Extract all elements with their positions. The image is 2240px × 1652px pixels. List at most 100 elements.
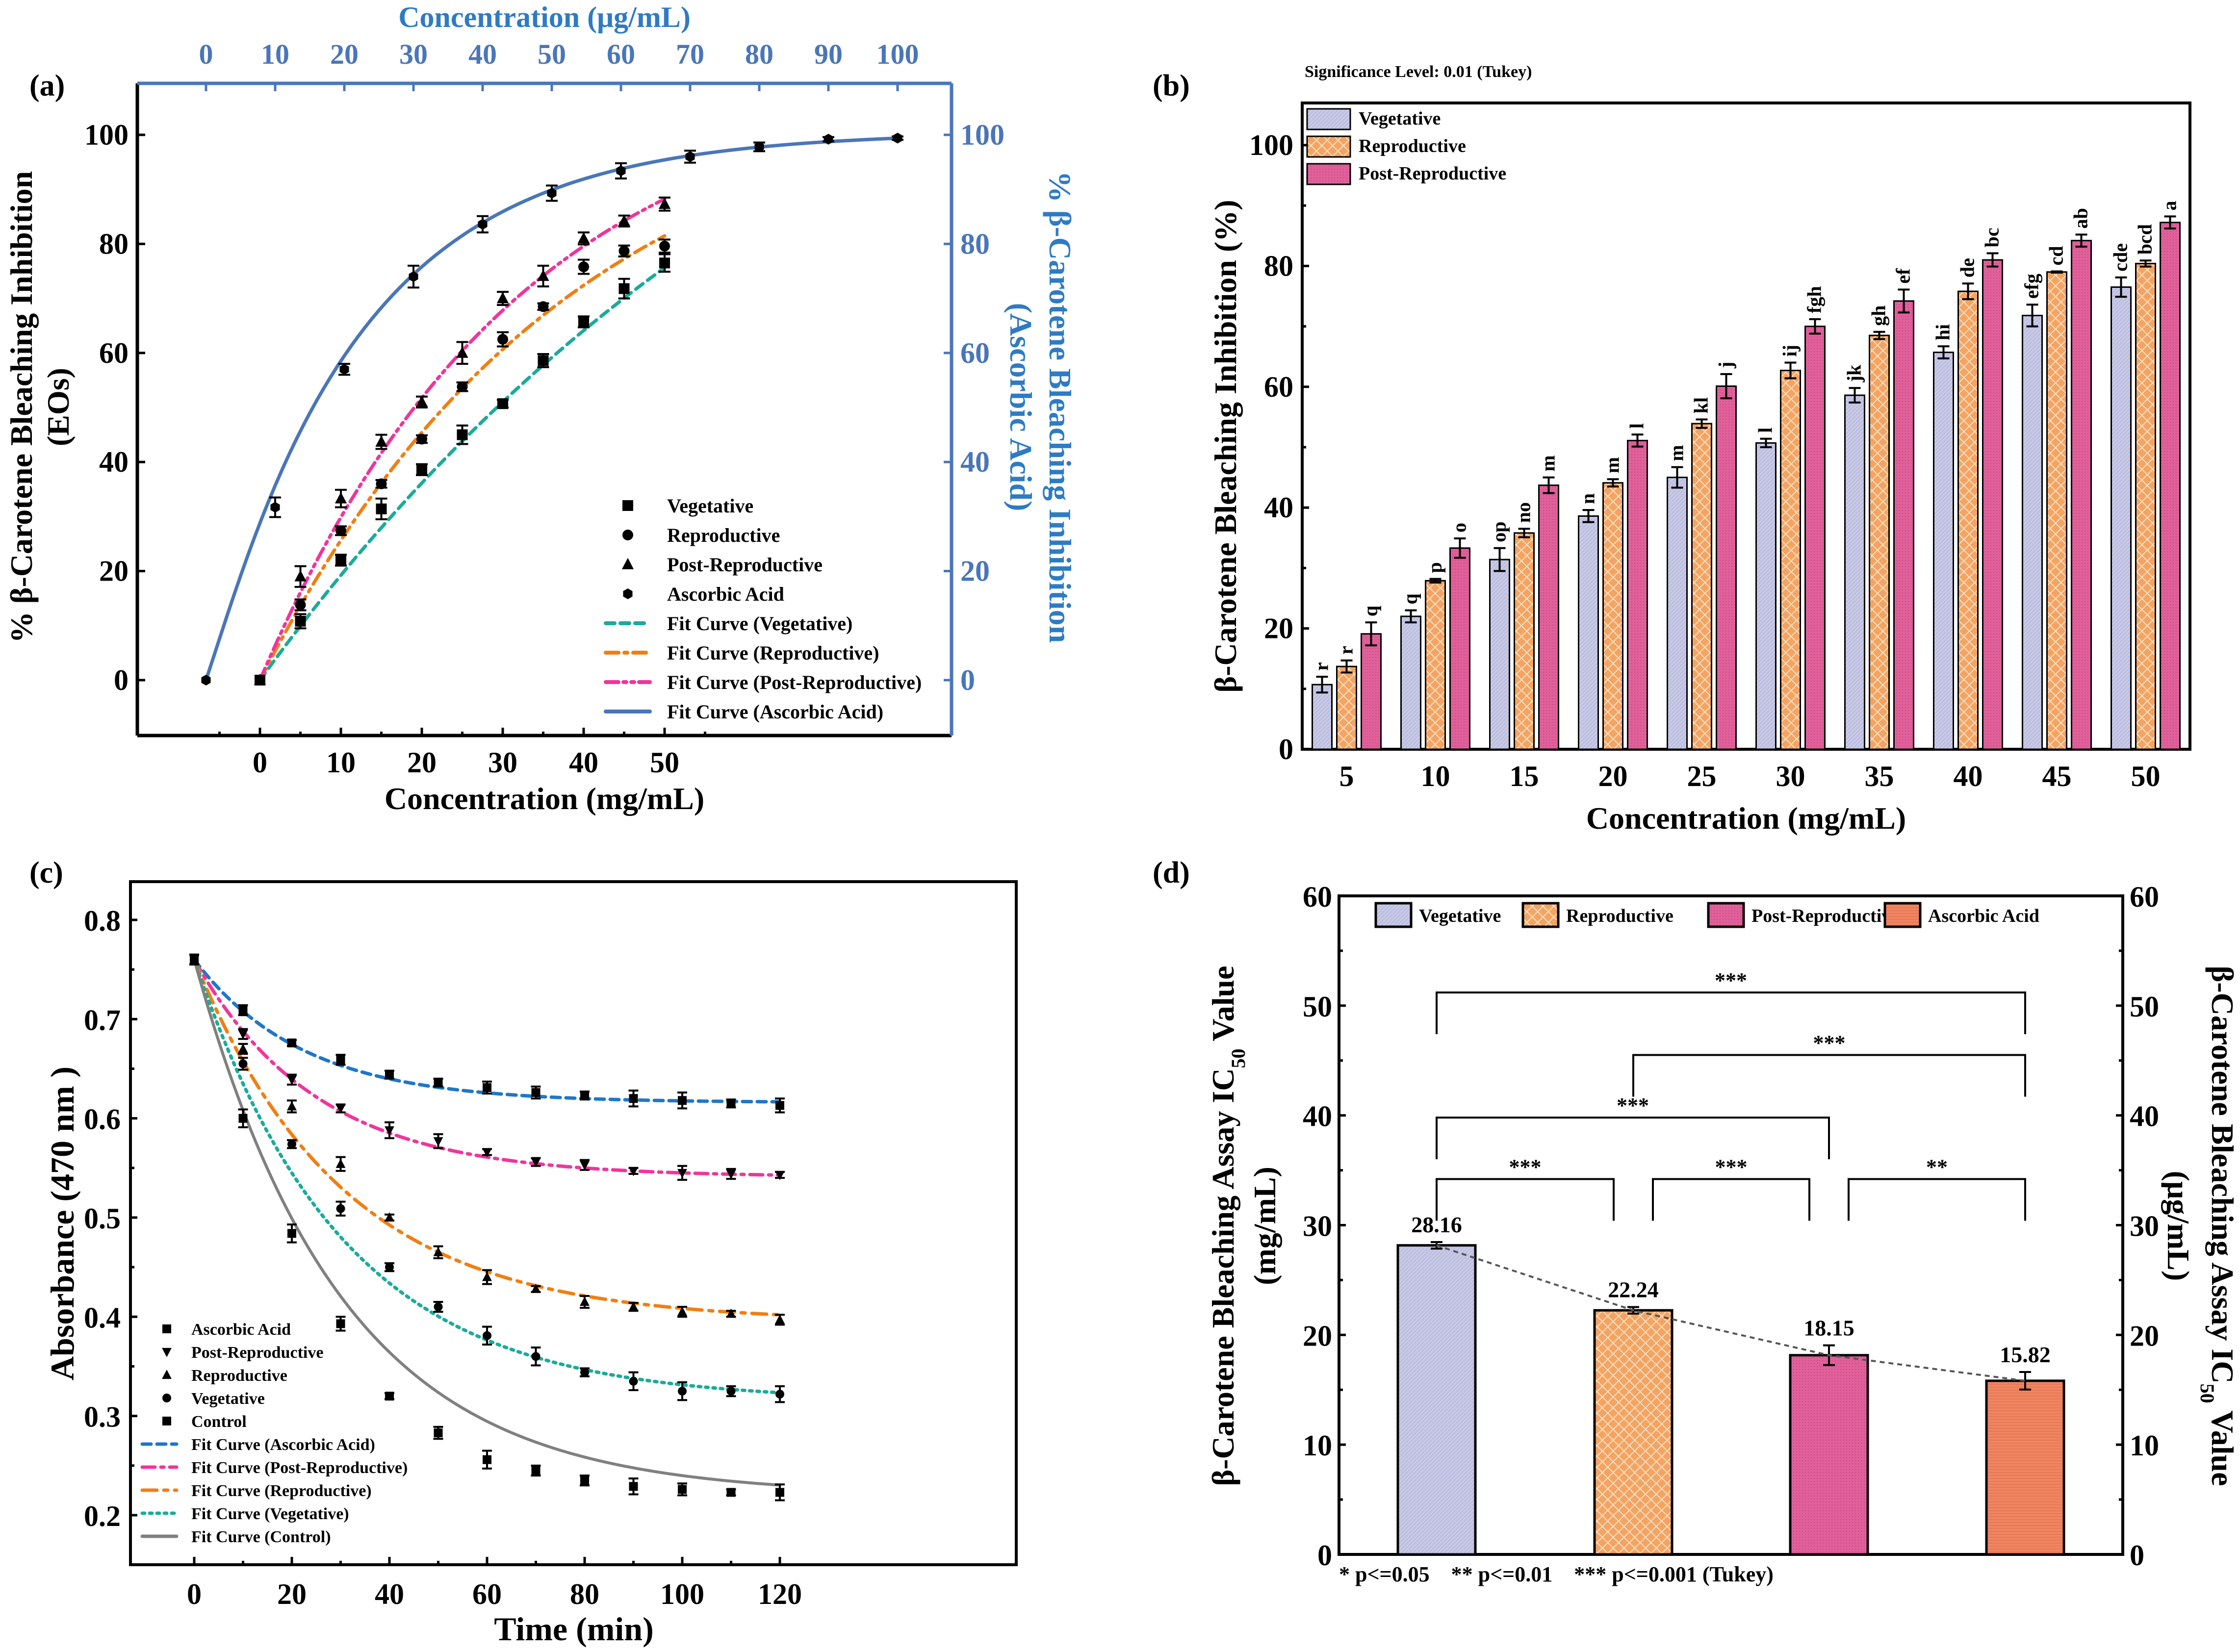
panel-b-ytick-label: 20 (1264, 612, 1293, 645)
bar-reproductive (1602, 482, 1623, 750)
value-label: 18.15 (1803, 1316, 1854, 1341)
data-point-control (580, 1476, 589, 1485)
panel-c-xtick-label: 60 (472, 1578, 502, 1610)
panel-a-ytick-label: 100 (84, 119, 129, 151)
panel-a-top-xtick-label: 40 (468, 38, 497, 70)
panel-c-axes: 0 20 40 60 80 100 120 0.2 0.3 0.4 0.5 0.6 0.7 0.8 (84, 880, 1018, 1610)
panel-a-top-xtick-label: 10 (261, 38, 289, 70)
data-point-post-reproductive (385, 1126, 394, 1136)
panel-b-xtick-label: 5 (1339, 760, 1354, 792)
data-point-control (531, 1466, 541, 1475)
bar-vegetative (2111, 286, 2132, 750)
bar-vegetative (1844, 394, 1865, 750)
data-point-vegetative (238, 1059, 248, 1068)
panel-d-ylabel-line2: (mg/mL) (1247, 1167, 1282, 1285)
panel-c-chart: 0 20 40 60 80 100 120 0.2 0.3 0.4 0.5 0.6 0.7 0.8 Asc… (44, 880, 1018, 1648)
data-point-reproductive (416, 433, 427, 445)
significance-letter: de (1957, 258, 1979, 278)
panel-a-right-ytick-label: 0 (960, 664, 975, 696)
bar-post-reproductive (1804, 326, 1826, 750)
panel-a-right-ytick-label: 40 (960, 446, 990, 478)
data-point-reproductive (726, 1308, 736, 1318)
trend-line (1436, 1244, 2026, 1382)
data-point-post-reproductive (433, 1137, 443, 1147)
bar-vegetative (1755, 442, 1777, 750)
panel-b-xtick-label: 45 (2042, 760, 2072, 792)
panel-d-axes: 0 0 10 10 20 20 30 30 40 40 50 50 60 60 (1303, 881, 2159, 1572)
data-point-ascorbic-acid (580, 1091, 589, 1100)
data-point-vegetative (618, 283, 630, 294)
bar-post-reproductive (1627, 439, 1648, 750)
bar-vegetative (2022, 314, 2043, 750)
bar-reproductive (2135, 262, 2156, 750)
legend-swatch (1521, 902, 1560, 928)
legend-label: Post-Reproductive (1751, 906, 1899, 926)
data-point-reproductive (531, 1283, 541, 1293)
data-point-vegetative (335, 555, 346, 566)
panel-d-significance-brackets: *** *** *********** (1436, 968, 2026, 1221)
panel-a-xtick-label: 20 (407, 746, 437, 779)
panel-c-ylabel: Absorbance (470 nm ) (44, 1067, 81, 1380)
data-point-post-reproductive (496, 292, 509, 304)
data-point-reproductive (659, 240, 670, 252)
data-point-vegetative (726, 1387, 736, 1396)
bar-post-reproductive (1893, 300, 1914, 750)
panel-a-right-ytick-label: 100 (960, 119, 1004, 151)
fit-curve-control (193, 958, 781, 1487)
significance-letter: j (1715, 362, 1737, 369)
data-point-control (238, 1114, 248, 1123)
bar-ascorbic-acid (1985, 1379, 2065, 1556)
data-point-ascorbic-acid (385, 1070, 394, 1079)
legend-label: Fit Curve (Control) (191, 1528, 331, 1546)
data-point-post-reproductive (531, 1158, 541, 1168)
panel-a-axes: 0 10 20 30 40 50 0 20 40 60 80 100 0 20 40 60 80 100 0 10 20… (84, 38, 1004, 779)
data-point-reproductive (385, 1212, 394, 1222)
panel-d-ylabel-main: β-Carotene Bleaching Assay IC (1206, 1068, 1240, 1486)
legend-label: Reproductive (1359, 136, 1466, 156)
data-point-post-reproductive (775, 1170, 785, 1180)
legend-swatch (1883, 902, 1922, 928)
bar-post-reproductive (1449, 547, 1470, 750)
data-point-vegetative (385, 1263, 394, 1272)
panel-d-ytick-label: 40 (1303, 1100, 1332, 1133)
significance-bracket (1848, 1178, 2026, 1221)
data-point-vegetative (538, 355, 549, 366)
panel-a-fit-curves (204, 136, 900, 682)
significance-bracket (1436, 1117, 1830, 1160)
panel-b-ylabel: β-Carotene Bleaching Inhibition (%) (1208, 200, 1243, 692)
significance-letter: no (1513, 502, 1535, 523)
panel-c-ytick-label: 0.7 (84, 1004, 121, 1036)
data-point-ascorbic-acid (201, 675, 211, 686)
data-point-ascorbic-acid (478, 219, 488, 230)
panel-b-title: Significance Level: 0.01 (Tukey) (1305, 63, 1532, 81)
data-point-vegetative (531, 1352, 541, 1361)
significance-letter: r (1311, 662, 1333, 671)
data-point-reproductive (775, 1314, 785, 1324)
bar-post-reproductive (1716, 385, 1737, 750)
data-point-ascorbic-acid (754, 141, 764, 152)
panel-a-top-xtick-label: 50 (538, 38, 566, 70)
panel-a-ytick-label: 20 (99, 555, 129, 587)
data-point-ascorbic-acid (775, 1101, 784, 1110)
legend-label: Control (191, 1413, 247, 1431)
data-point-ascorbic-acid (726, 1099, 736, 1108)
panel-d-ytick-label: 20 (1303, 1320, 1332, 1352)
panel-a-top-xtick-label: 20 (330, 38, 359, 70)
bar-vegetative (1400, 615, 1421, 750)
panel-d-right-ytick-label: 10 (2130, 1429, 2159, 1462)
bar-reproductive (1593, 1309, 1674, 1556)
panel-b-frame (1301, 102, 2191, 751)
significance-letter: hi (1932, 324, 1954, 340)
significance-letter: p (1424, 562, 1446, 573)
panel-a-ytick-label: 0 (114, 664, 129, 696)
significance-stars: *** (1813, 1031, 1846, 1055)
data-point-reproductive (335, 1158, 346, 1168)
data-point-ascorbic-acid (616, 165, 626, 177)
panel-b-xtick-label: 10 (1421, 760, 1450, 792)
panel-a-xlabel: Concentration (mg/mL) (385, 781, 704, 816)
panel-a-top-xtick-label: 30 (399, 38, 428, 70)
data-point-vegetative (416, 464, 427, 475)
significance-letter: l (1626, 423, 1648, 429)
